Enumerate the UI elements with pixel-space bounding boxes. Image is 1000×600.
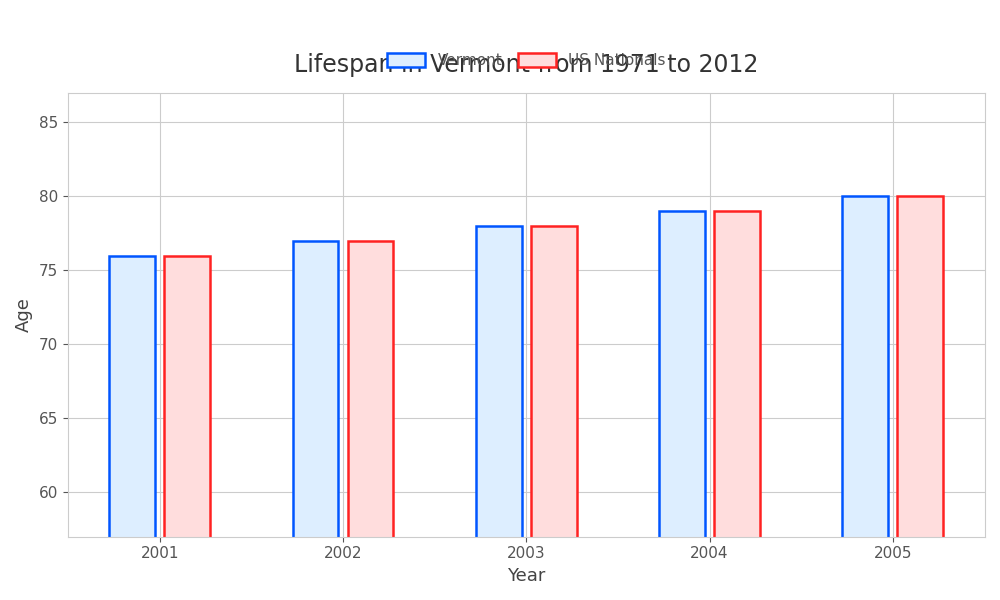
Legend: Vermont, US Nationals: Vermont, US Nationals (381, 47, 672, 74)
Y-axis label: Age: Age (15, 298, 33, 332)
Bar (109, 256, 155, 600)
Bar (348, 241, 393, 600)
Bar (476, 226, 522, 600)
X-axis label: Year: Year (507, 567, 546, 585)
Bar (659, 211, 705, 600)
Bar (842, 196, 888, 600)
Bar (531, 226, 577, 600)
Title: Lifespan in Vermont from 1971 to 2012: Lifespan in Vermont from 1971 to 2012 (294, 53, 759, 77)
Bar (164, 256, 210, 600)
Bar (714, 211, 760, 600)
Bar (293, 241, 338, 600)
Bar (897, 196, 943, 600)
